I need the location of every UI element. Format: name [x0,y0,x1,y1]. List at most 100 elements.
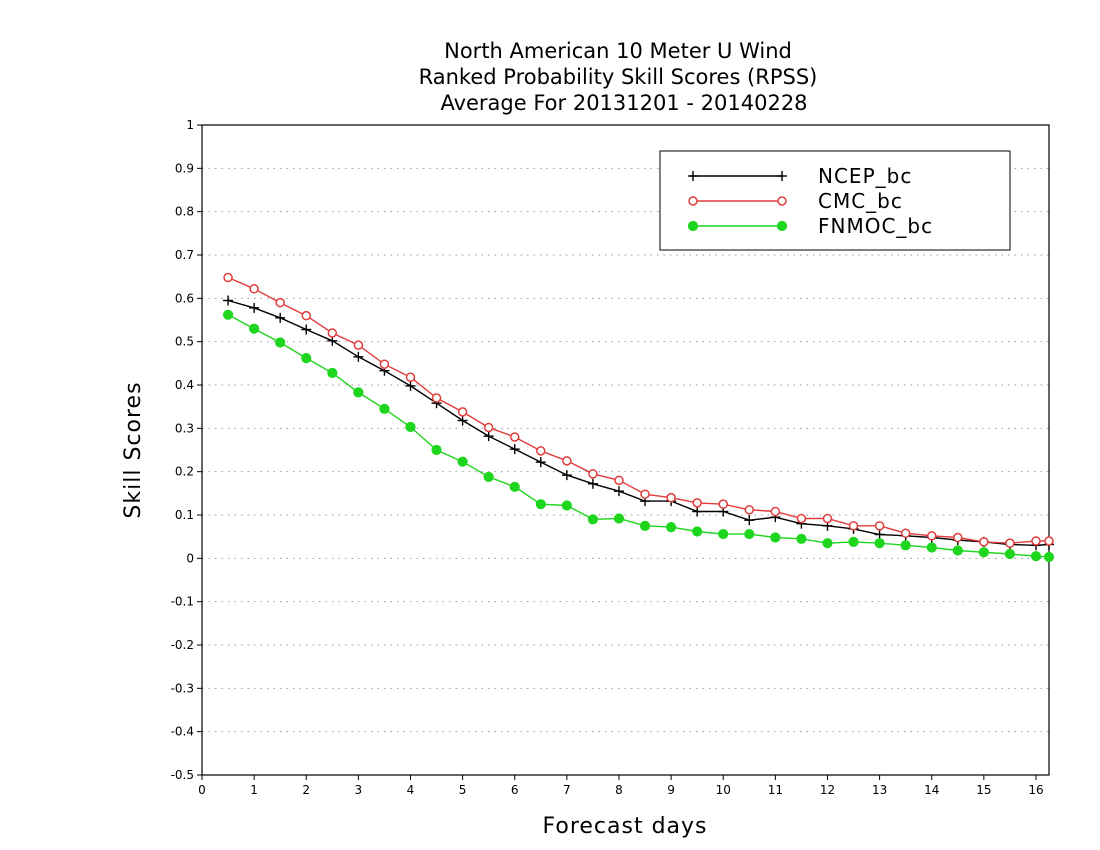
x-axis-title: Forecast days [542,814,707,839]
data-point-fnmoc-bc [744,528,755,540]
y-tick-label: 0.8 [175,205,194,219]
y-tick-label: 0.3 [175,421,194,435]
x-tick-label: 2 [302,783,310,797]
data-point-fnmoc-bc [249,323,260,334]
data-point-cmc-bc [223,272,233,283]
data-point-cmc-bc [1044,536,1054,546]
data-point-cmc-bc [874,521,885,531]
chart-title-line-1: North American 10 Meter U Wind [444,39,792,63]
chart-title-line-2: Ranked Probability Skill Scores (RPSS) [419,65,818,89]
data-point-fnmoc-bc [535,499,546,510]
data-point-cmc-bc [536,446,546,456]
data-point-fnmoc-bc [509,481,520,492]
data-point-fnmoc-bc [457,456,468,467]
data-point-ncep-bc [561,470,572,481]
data-point-fnmoc-bc [848,536,859,547]
legend-entry-fnmoc-bc: FNMOC_bc [687,214,932,238]
data-point-fnmoc-bc [770,532,781,543]
x-tick-label: 8 [615,783,623,797]
data-point-fnmoc-bc [561,500,572,511]
data-point-ncep-bc [249,302,260,313]
data-point-fnmoc-bc [874,538,885,549]
data-point-cmc-bc [900,528,911,538]
legend-marker [688,196,698,206]
series-group [222,272,1055,563]
data-point-fnmoc-bc [1043,551,1055,563]
data-point-cmc-bc [614,475,624,486]
data-point-cmc-bc [457,407,468,417]
series-cmc-bc [223,272,1054,548]
x-tick-label: 7 [563,783,571,797]
data-point-fnmoc-bc [639,520,651,531]
data-point-ncep-bc [301,324,312,335]
data-point-cmc-bc [249,284,259,294]
series-ncep-bc [223,295,1054,551]
data-point-cmc-bc [926,531,937,541]
data-point-fnmoc-bc [431,444,442,456]
data-point-cmc-bc [718,499,728,509]
data-point-ncep-bc [744,515,755,526]
data-point-cmc-bc [744,505,755,515]
y-tick-label: -0.2 [171,638,194,652]
data-point-fnmoc-bc [327,367,338,378]
data-point-ncep-bc [613,486,624,497]
data-point-ncep-bc [223,295,234,306]
data-point-cmc-bc [562,456,572,466]
data-point-cmc-bc [666,492,676,503]
y-tick-label: -0.4 [171,725,194,739]
legend-label-cmc-bc: CMC_bc [818,189,903,213]
data-point-fnmoc-bc [900,540,911,551]
data-point-cmc-bc [770,506,781,517]
series-line-cmc-bc [227,276,1049,544]
x-tick-label: 9 [667,783,675,797]
y-tick-label: 0.4 [175,378,194,392]
gridlines [202,167,1049,733]
data-point-fnmoc-bc [222,309,234,320]
data-point-ncep-bc [483,431,494,442]
legend-marker [777,171,787,181]
x-tick-label: 1 [250,783,258,797]
data-point-cmc-bc [953,532,963,543]
y-tick-label: 0.2 [175,465,194,479]
data-point-fnmoc-bc [379,403,390,414]
data-point-cmc-bc [640,489,650,499]
data-point-cmc-bc [509,432,520,442]
data-point-fnmoc-bc [952,545,963,556]
data-point-cmc-bc [979,537,989,547]
data-point-fnmoc-bc [796,533,807,544]
x-tick-label: 10 [716,783,731,797]
data-point-cmc-bc [405,372,416,382]
data-point-cmc-bc [353,340,364,350]
data-point-cmc-bc [431,393,442,403]
data-point-fnmoc-bc [301,353,312,364]
x-tick-label: 3 [355,783,363,797]
x-tick-label: 0 [198,783,206,797]
data-point-fnmoc-bc [613,513,625,524]
legend-entry-cmc-bc: CMC_bc [688,189,903,213]
series-line-ncep-bc [227,299,1050,547]
y-tick-label: -0.5 [171,768,194,782]
x-tick-label: 16 [1028,783,1043,797]
x-tick-label: 11 [768,783,783,797]
axis-ticks: -0.5 -0.4 -0.3 -0.2 -0.1 0 0.1 0.2 0.3 0.4 0.5 0.6 0… [171,118,1044,797]
data-point-cmc-bc [301,310,311,321]
data-point-fnmoc-bc [483,471,494,482]
legend-marker [776,220,788,232]
y-tick-label: -0.3 [171,681,194,695]
data-point-cmc-bc [379,359,390,369]
data-point-ncep-bc [457,415,468,426]
legend-label-ncep-bc: NCEP_bc [818,164,912,188]
x-tick-label: 12 [820,783,835,797]
y-tick-label: 0.7 [175,248,194,262]
legend-marker [687,220,699,232]
data-point-cmc-bc [848,521,859,531]
x-tick-label: 4 [407,783,415,797]
legend-entry-ncep-bc: NCEP_bc [688,164,912,188]
data-point-fnmoc-bc [1004,548,1016,560]
x-tick-label: 14 [924,783,939,797]
data-point-fnmoc-bc [353,387,364,398]
x-tick-label: 6 [511,783,519,797]
series-line-fnmoc-bc [227,314,1050,558]
data-point-ncep-bc [692,506,703,517]
